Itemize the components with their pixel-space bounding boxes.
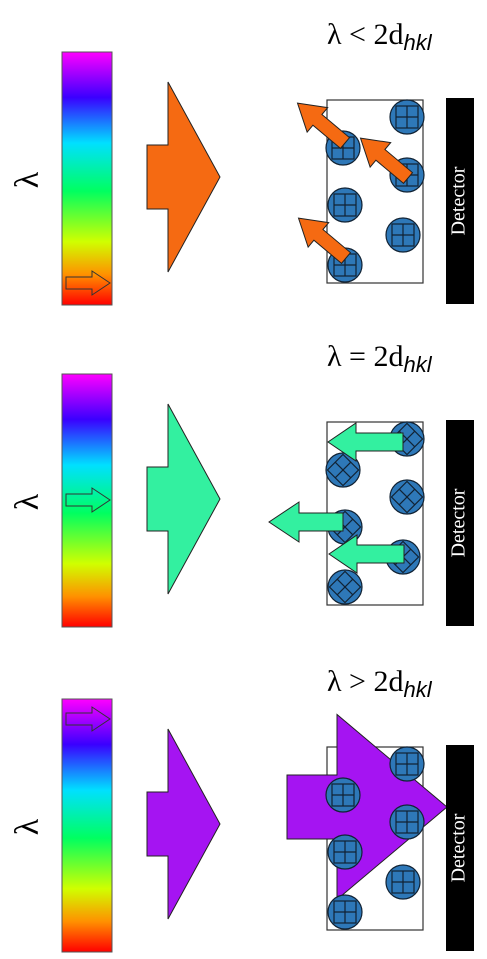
condition-subscript: hkl: [403, 352, 432, 377]
atom: [390, 100, 424, 134]
spectrum: [62, 52, 112, 305]
detector-label: Detector: [448, 488, 470, 557]
condition-label: λ < 2dhkl: [327, 18, 433, 55]
condition-label: λ = 2dhkl: [327, 340, 433, 377]
condition-label: λ > 2dhkl: [327, 665, 433, 702]
lambda-label: λ: [9, 818, 46, 835]
spectrum: [62, 699, 112, 952]
lambda-label: λ: [9, 171, 46, 188]
atom: [328, 835, 362, 869]
panel: λ < 2dhkl λ Detector: [9, 18, 474, 305]
condition-text: λ < 2d: [327, 18, 403, 51]
incident-beam: [147, 729, 220, 919]
detector-label: Detector: [448, 166, 470, 235]
detector-label: Detector: [448, 813, 470, 882]
condition-subscript: hkl: [403, 677, 432, 702]
atom: [386, 218, 420, 252]
atom: [328, 895, 362, 929]
atom: [328, 188, 362, 222]
spectrum: [62, 374, 112, 627]
atom: [390, 805, 424, 839]
atom: [390, 747, 424, 781]
incident-beam: [147, 404, 220, 594]
atom: [326, 778, 360, 812]
panel: λ > 2dhkl λ Detector: [9, 665, 474, 952]
atom: [386, 865, 420, 899]
diagram: λ < 2dhklλDetectorλ = 2dhklλDetectorλ > …: [0, 0, 487, 959]
incident-beam: [147, 82, 220, 272]
condition-text: λ = 2d: [327, 340, 403, 373]
condition-subscript: hkl: [403, 30, 432, 55]
lambda-label: λ: [9, 493, 46, 510]
condition-text: λ > 2d: [327, 665, 403, 698]
panel: λ = 2dhkl λ Detector: [9, 340, 474, 627]
